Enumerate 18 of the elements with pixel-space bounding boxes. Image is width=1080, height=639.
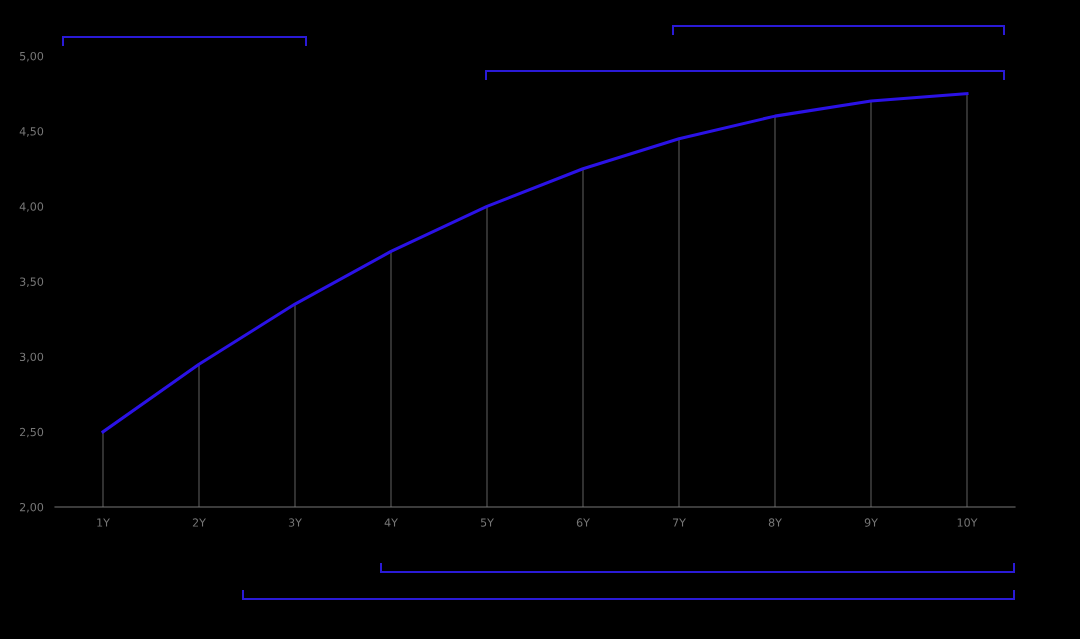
y-tick-label: 4,50 (19, 127, 44, 137)
y-tick-label: 2,00 (19, 502, 44, 513)
x-tick-label: 6Y (576, 518, 590, 527)
y-tick-label: 4,00 (19, 202, 44, 212)
x-tick-label: 2Y (192, 518, 206, 527)
x-tick-label: 3Y (288, 518, 302, 527)
line-series (101, 92, 969, 434)
x-tick-label: 5Y (480, 518, 494, 527)
y-tick-label: 3,00 (20, 352, 44, 363)
x-tick-label: 8Y (768, 518, 782, 527)
y-tick-label: 5,00 (20, 51, 44, 62)
x-tick-label: 10Y (957, 518, 978, 527)
x-tick-label: 4Y (384, 518, 398, 527)
x-tick-label: 9Y (864, 518, 878, 527)
x-tick-label: 7Y (672, 518, 686, 527)
x-tick-label: 1Y (97, 518, 110, 527)
y-tick-label: 2,50 (19, 427, 44, 438)
y-tick-label: 3,50 (20, 277, 44, 288)
